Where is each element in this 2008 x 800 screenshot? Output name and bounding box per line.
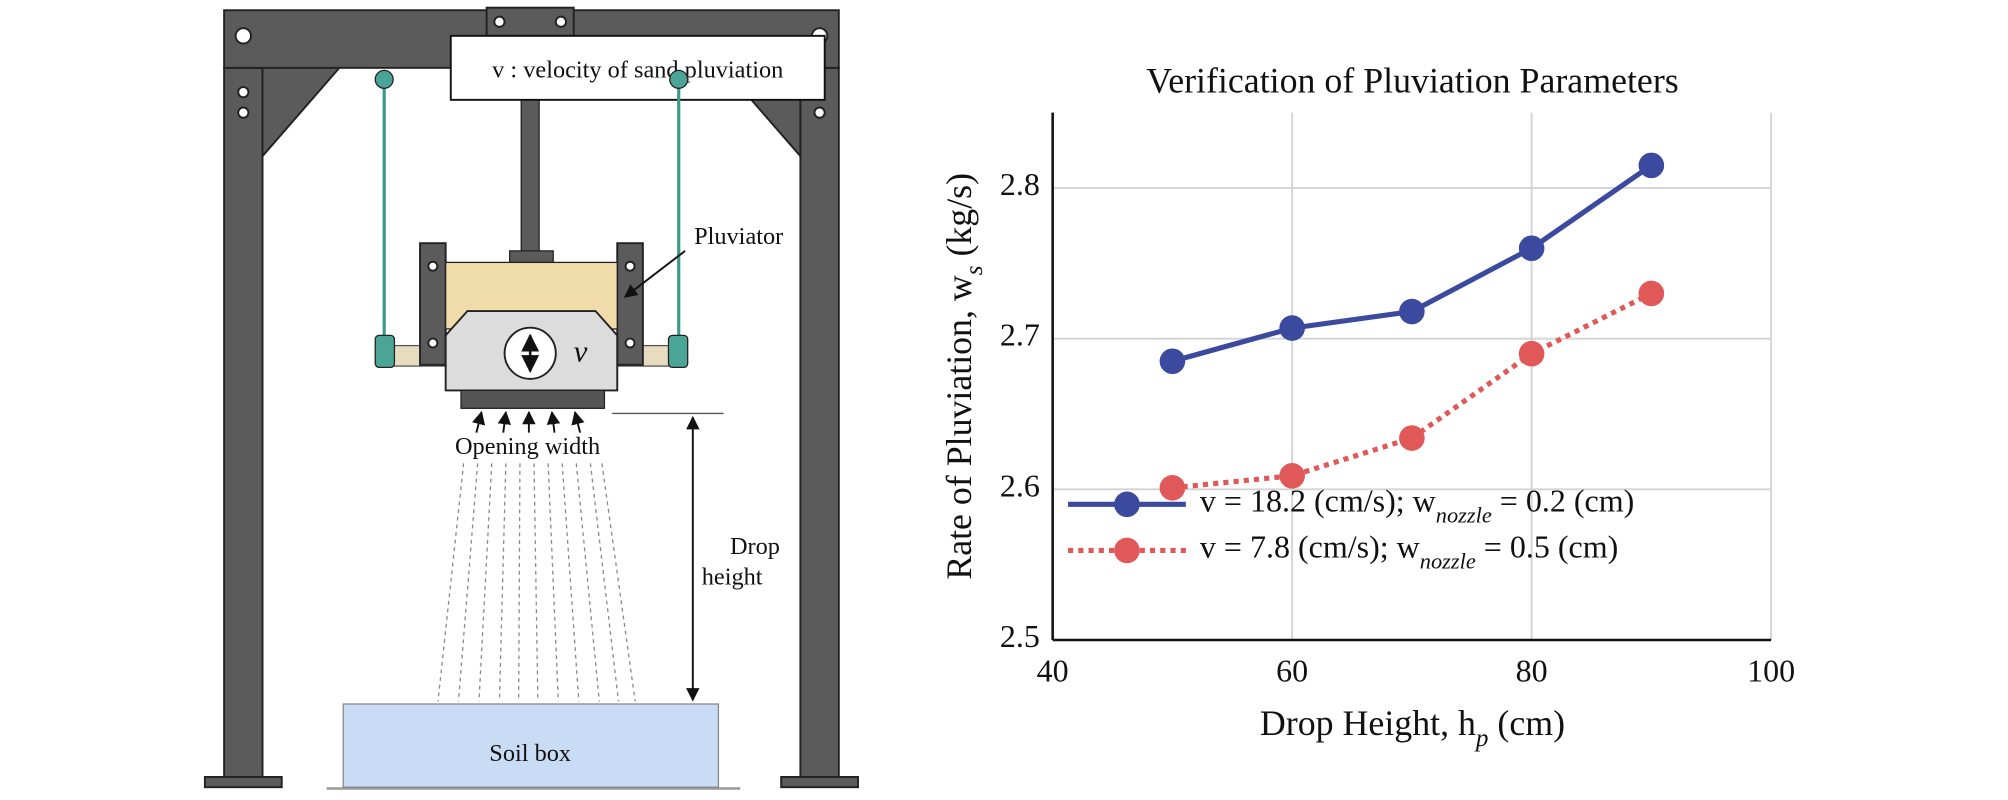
- opening-width-label: Opening width: [455, 433, 600, 460]
- chart-title: Verification of Pluviation Parameters: [1146, 61, 1678, 101]
- legend-label: v = 18.2 (cm/s); wnozzle = 0.2 (cm): [1200, 483, 1634, 527]
- data-point: [1279, 462, 1305, 489]
- bolt: [554, 15, 567, 28]
- opening-arrow: [497, 410, 512, 433]
- y-tick-label: 2.7: [1000, 317, 1040, 353]
- soil-box: [342, 703, 720, 788]
- bolt: [237, 106, 250, 119]
- sand-stream: [437, 463, 636, 702]
- bolt: [624, 337, 636, 349]
- legend-label: v = 7.8 (cm/s); wnozzle = 0.5 (cm): [1200, 529, 1618, 573]
- x-tick-label: 100: [1747, 653, 1795, 689]
- data-point: [1518, 235, 1545, 262]
- x-tick-label: 40: [1037, 653, 1069, 689]
- data-point: [1159, 348, 1186, 375]
- opening-arrow: [571, 410, 585, 433]
- velocity-symbol: v: [574, 335, 588, 369]
- opening-arrow: [546, 410, 561, 433]
- pluviator-label: Pluviator: [694, 223, 783, 250]
- bolt: [237, 86, 250, 99]
- legend-swatch: [1114, 491, 1140, 518]
- opening-arrow: [472, 410, 486, 433]
- foot: [203, 776, 283, 789]
- drop-height-label: height: [702, 563, 763, 590]
- data-point: [1638, 152, 1665, 179]
- bolt: [427, 337, 439, 349]
- drop-height-label: Drop: [730, 532, 780, 559]
- data-point: [1279, 315, 1305, 341]
- left-post: [223, 66, 264, 780]
- legend-swatch: [1114, 537, 1140, 564]
- x-tick-label: 80: [1516, 653, 1548, 689]
- y-tick-label: 2.8: [1000, 166, 1040, 202]
- data-point: [1399, 298, 1425, 325]
- data-point: [1399, 425, 1425, 451]
- chart: Verification of Pluviation Parameters Dr…: [939, 61, 1795, 753]
- nozzle: [460, 389, 606, 409]
- bolt: [624, 260, 636, 272]
- y-tick-label: 2.6: [1000, 468, 1040, 504]
- apparatus-diagram: v : velocity of sand pluviation v Openin…: [203, 6, 859, 790]
- x-axis-label: Drop Height, hp (cm): [1260, 703, 1565, 752]
- y-axis-label: Rate of Pluviation, ws (kg/s): [939, 173, 988, 580]
- bolt: [493, 15, 506, 28]
- tab: [374, 334, 396, 368]
- soil-box-label: Soil box: [489, 740, 571, 767]
- bolt: [234, 27, 252, 45]
- pluviator-arrow: [623, 250, 686, 298]
- label-box: [449, 34, 826, 101]
- data-point: [1638, 280, 1665, 307]
- bolt: [813, 106, 826, 119]
- label-box-text: v : velocity of sand pluviation: [492, 56, 783, 83]
- rod-plate: [509, 250, 554, 264]
- data-point: [1518, 340, 1545, 367]
- rod: [520, 99, 540, 255]
- brace: [261, 66, 342, 159]
- tab: [667, 334, 689, 368]
- pulley: [669, 69, 689, 89]
- foot: [780, 776, 859, 789]
- x-tick-label: 60: [1276, 653, 1308, 689]
- right-post: [799, 66, 840, 780]
- data-point: [1159, 475, 1186, 501]
- y-tick-label: 2.5: [1000, 618, 1040, 654]
- pulley: [374, 69, 394, 89]
- bolt: [427, 260, 439, 272]
